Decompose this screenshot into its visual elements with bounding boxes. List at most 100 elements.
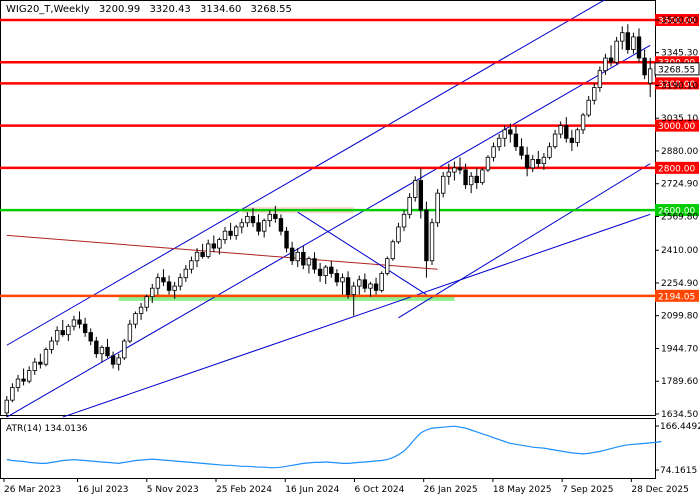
candle-body [306, 258, 312, 266]
price-tick-label: 3500.00 [661, 16, 698, 26]
candle-body [340, 277, 345, 283]
candle-body [329, 266, 334, 274]
candle-body [178, 277, 183, 287]
chart-header: WIG20_T,Weekly 3200.99 3320.43 3134.60 3… [6, 4, 298, 15]
date-tick-label: 6 Oct 2024 [354, 485, 404, 495]
candle-body [463, 169, 468, 186]
level-tag-0 [655, 14, 699, 26]
date-tick-label: 26 Jan 2025 [424, 485, 478, 495]
candlesticks [4, 24, 653, 418]
candle-body [21, 378, 26, 382]
candle-body [457, 167, 463, 171]
candle-body [189, 260, 194, 270]
candle-body [38, 361, 43, 365]
candle-body [26, 370, 32, 382]
candle-body [77, 319, 82, 325]
symbol-label: WIG20_T,Weekly [6, 4, 90, 15]
level-tag-text-5: 2600.00 [658, 207, 695, 217]
candle-body [592, 87, 597, 101]
candle-body [390, 241, 396, 260]
price-tick-label: 2724.90 [661, 180, 698, 190]
level-tag-5 [655, 204, 699, 217]
candle-body [524, 154, 530, 169]
level-tag-text-2: 3200.00 [658, 80, 695, 90]
candle-body [368, 283, 373, 289]
candle-body [250, 216, 256, 224]
candle-body [138, 306, 144, 314]
candle-body [312, 258, 317, 270]
candle-body [256, 222, 261, 232]
candle-body [245, 216, 250, 224]
candle-body [116, 357, 121, 365]
price-tick-label: 3035.10 [661, 114, 698, 124]
date-tick-label: 25 Feb 2024 [216, 485, 272, 495]
candle-body [127, 323, 133, 342]
candle-body [110, 355, 116, 365]
candle-body [295, 251, 300, 262]
candle-body [413, 180, 418, 198]
candle-body [552, 133, 558, 148]
candle-body [155, 277, 161, 289]
date-tick-label: 16 Jul 2023 [78, 485, 129, 495]
current-price-label: 3268.55 [658, 65, 695, 75]
red-trend-line [6, 234, 438, 270]
candle-body [508, 129, 513, 135]
candle-body [217, 239, 222, 249]
atr-tick-label: 74.1615 [660, 466, 697, 476]
candle-body [648, 68, 653, 84]
candle-body [513, 133, 519, 148]
current-price-tag [654, 62, 700, 76]
price-tick-label: 2410.00 [661, 246, 698, 256]
channel-upper-line [6, 0, 606, 346]
price-tick-label: 3190.10 [661, 81, 698, 91]
candle-body [379, 273, 384, 291]
candle-body [82, 323, 88, 333]
channel-lower-line [6, 44, 651, 418]
atr-tick-label: 166.4492 [660, 422, 700, 432]
candle-body [620, 32, 625, 42]
level-tag-2 [655, 77, 699, 90]
candle-body [317, 268, 323, 276]
candle-body [211, 243, 217, 249]
candle-body [452, 167, 457, 173]
candle-body [54, 330, 60, 342]
candle-body [144, 296, 149, 308]
candle-body [502, 129, 507, 139]
level-tag-4 [655, 161, 699, 174]
date-tick-label: 16 Jun 2024 [285, 485, 339, 495]
candle-body [385, 258, 390, 274]
level-tag-text-4: 2800.00 [658, 164, 695, 174]
candle-body [105, 346, 110, 357]
low-value: 3134.60 [199, 4, 242, 15]
candle-body [133, 313, 138, 325]
date-tick-label: 7 Sep 2025 [562, 485, 613, 495]
candle-body [233, 226, 239, 236]
candle-body [273, 213, 278, 219]
candle-body [468, 175, 474, 186]
date-axis: 26 Mar 2023 16 Jul 2023 5 Nov 2023 25 Feb 2… [3, 478, 689, 495]
support-zone [118, 294, 455, 301]
candle-body [200, 251, 205, 257]
candle-body [485, 156, 491, 171]
atr-line [6, 425, 662, 469]
candle-body [239, 222, 244, 228]
candle-body [586, 99, 591, 116]
candle-body [440, 175, 446, 194]
trend-lines [6, 0, 651, 418]
candle-body [625, 32, 631, 50]
candle-body [351, 285, 356, 295]
atr-panel-frame [0, 418, 656, 479]
candle-body [614, 40, 619, 63]
candle-body [66, 325, 71, 336]
horizontal-levels: 3500.003300.003200.003000.002800.002600.… [0, 14, 699, 302]
candle-body [278, 218, 284, 232]
candle-body [323, 266, 328, 276]
candle-body [362, 279, 368, 289]
candle-body [519, 146, 524, 156]
candle-body [60, 330, 65, 336]
candle-body [558, 125, 563, 135]
down-trend-line [297, 211, 427, 295]
price-tick-label: 1944.70 [661, 344, 698, 354]
candle-body [491, 146, 496, 158]
